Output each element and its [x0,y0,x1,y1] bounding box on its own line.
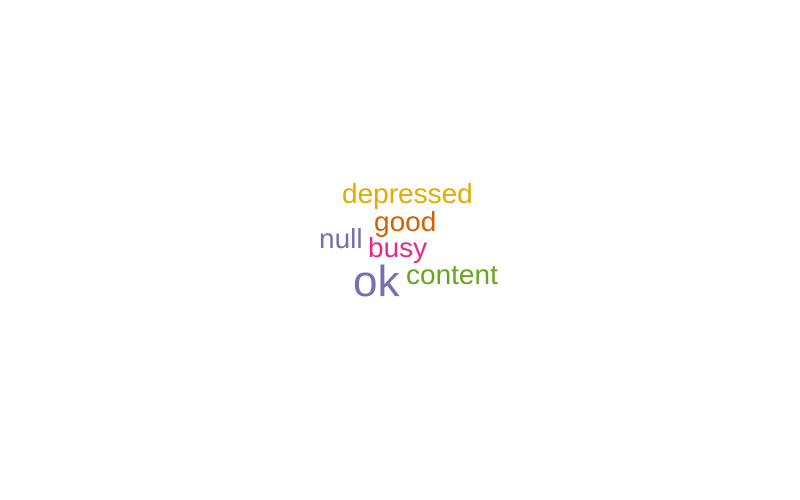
word-depressed: depressed [342,178,473,209]
word-content: content [406,259,498,290]
word-ok: ok [353,257,400,306]
word-busy: busy [368,232,428,263]
word-good: good [374,206,437,237]
word-null: null [319,223,363,254]
